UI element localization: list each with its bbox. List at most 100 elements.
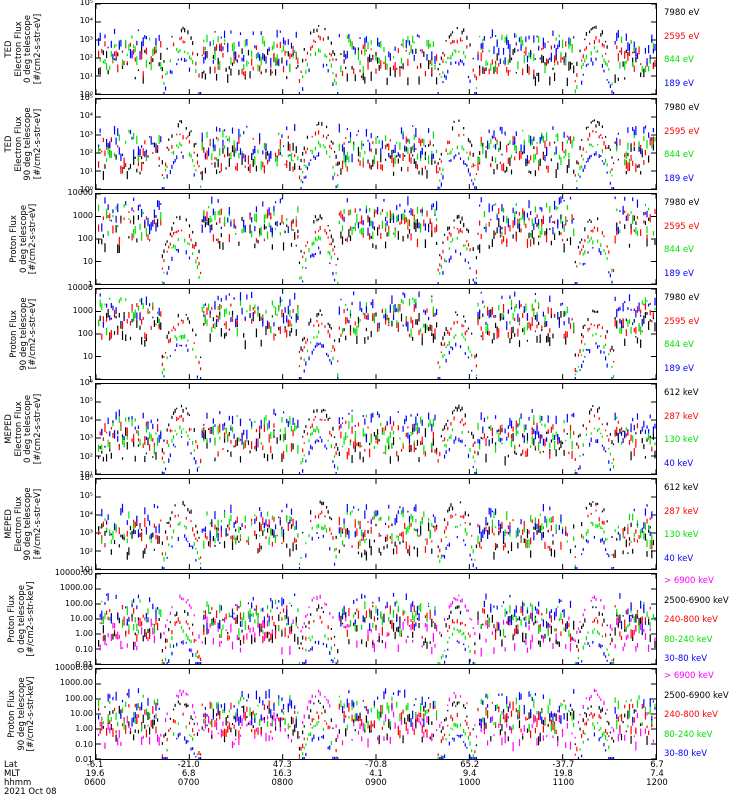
data-mark — [247, 440, 250, 446]
data-mark — [172, 529, 175, 534]
data-mark — [295, 425, 297, 430]
chart-panel-2 — [95, 98, 657, 190]
data-mark — [420, 66, 422, 69]
data-mark — [244, 316, 246, 321]
data-mark — [257, 548, 259, 554]
data-mark — [633, 44, 635, 52]
data-mark — [136, 645, 138, 651]
series-marks — [97, 24, 656, 94]
data-mark — [332, 165, 334, 169]
data-mark — [287, 319, 289, 328]
data-mark — [601, 30, 603, 35]
data-mark — [439, 263, 441, 267]
data-mark — [182, 135, 184, 140]
data-mark — [606, 62, 608, 67]
data-mark — [270, 69, 272, 76]
data-mark — [420, 63, 422, 69]
data-mark — [494, 143, 497, 150]
data-mark — [584, 58, 586, 63]
data-mark — [604, 145, 607, 150]
data-mark — [456, 314, 458, 316]
data-mark — [107, 514, 109, 521]
data-mark — [635, 227, 637, 235]
data-mark — [576, 442, 578, 446]
data-mark — [627, 552, 629, 554]
data-mark — [149, 136, 151, 138]
data-mark — [168, 331, 170, 335]
data-mark — [561, 221, 564, 229]
data-mark — [319, 436, 321, 439]
data-mark — [394, 155, 396, 165]
data-mark — [346, 527, 348, 535]
data-mark — [227, 524, 229, 528]
data-mark — [528, 217, 530, 221]
data-mark — [223, 435, 226, 443]
data-mark — [125, 417, 127, 422]
data-mark — [530, 155, 532, 161]
data-mark — [163, 557, 165, 562]
data-mark — [464, 528, 466, 533]
data-mark — [286, 218, 288, 221]
data-mark — [282, 65, 285, 73]
data-mark — [163, 356, 165, 358]
data-mark — [581, 165, 583, 169]
data-mark — [174, 504, 176, 507]
data-mark — [571, 214, 573, 222]
data-mark — [200, 271, 202, 275]
data-mark — [413, 443, 415, 453]
data-mark — [313, 409, 315, 413]
data-mark — [592, 334, 594, 337]
data-mark — [212, 622, 214, 626]
data-mark — [373, 211, 376, 218]
data-mark — [141, 50, 143, 60]
data-mark — [488, 143, 490, 150]
data-mark — [408, 333, 411, 337]
data-mark — [627, 523, 629, 526]
data-mark — [531, 409, 533, 413]
data-mark — [192, 631, 194, 636]
data-mark — [506, 37, 508, 45]
data-mark — [131, 603, 133, 608]
data-mark — [145, 436, 148, 440]
data-mark — [547, 415, 549, 423]
data-mark — [413, 506, 415, 512]
data-mark — [287, 154, 289, 158]
data-mark — [544, 154, 546, 162]
data-mark — [236, 318, 238, 325]
data-mark — [206, 412, 208, 419]
data-mark — [185, 620, 187, 624]
data-mark — [434, 328, 436, 336]
data-mark — [255, 516, 258, 522]
data-mark — [627, 55, 629, 62]
data-mark — [179, 215, 181, 221]
data-mark — [341, 328, 344, 334]
data-mark — [177, 417, 179, 420]
data-mark — [482, 437, 484, 440]
data-mark — [400, 127, 403, 134]
data-mark — [251, 425, 253, 430]
data-mark — [475, 87, 478, 89]
data-mark — [450, 55, 452, 60]
data-mark — [388, 442, 390, 450]
data-mark — [99, 431, 101, 436]
data-mark — [397, 455, 399, 462]
data-mark — [518, 223, 521, 229]
data-mark — [142, 316, 144, 320]
data-mark — [466, 329, 468, 333]
data-mark — [279, 222, 281, 226]
data-mark — [147, 308, 149, 314]
data-mark — [490, 138, 492, 144]
data-mark — [539, 230, 541, 238]
data-mark — [526, 154, 529, 164]
data-mark — [577, 445, 580, 449]
data-mark — [526, 238, 529, 248]
data-mark — [545, 148, 548, 155]
data-mark — [351, 510, 353, 513]
data-mark — [319, 342, 321, 345]
data-mark — [530, 135, 532, 145]
data-mark — [257, 239, 259, 244]
data-mark — [498, 147, 500, 152]
data-mark — [192, 230, 194, 234]
data-mark — [389, 431, 391, 438]
data-mark — [386, 315, 388, 318]
